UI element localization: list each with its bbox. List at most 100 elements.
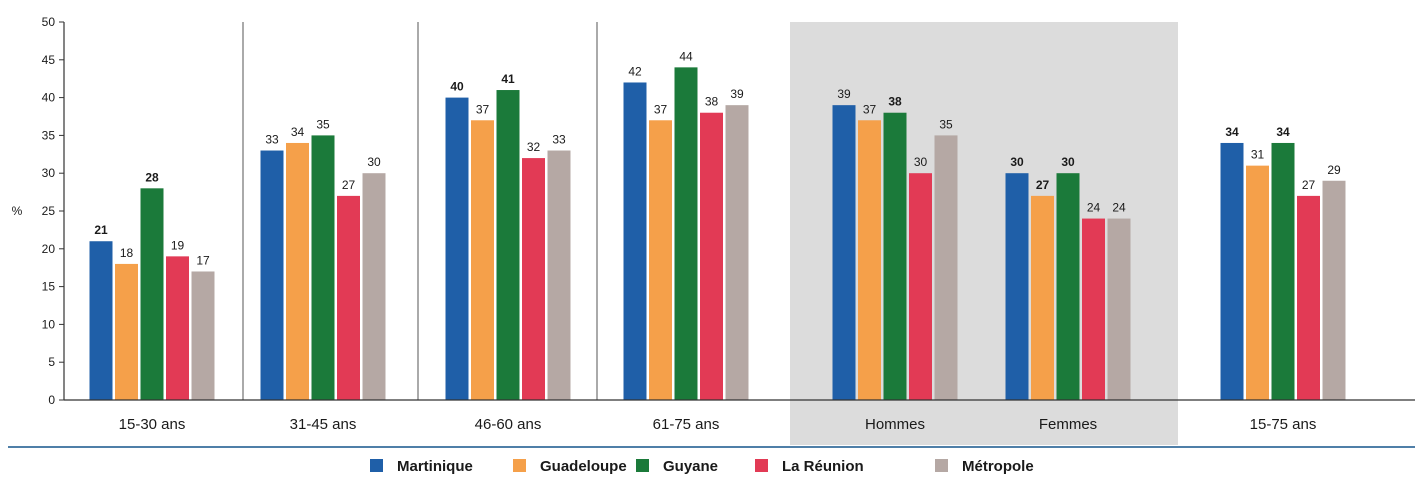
data-label: 41 [501, 72, 515, 86]
y-tick-label: 15 [42, 280, 56, 294]
bar-guyane [1056, 173, 1080, 400]
x-tick-label: 31-45 ans [290, 416, 357, 433]
data-label: 27 [1036, 178, 1050, 192]
legend-swatch [370, 459, 383, 472]
data-label: 33 [552, 133, 566, 147]
data-label: 40 [450, 80, 464, 94]
x-tick-label: 15-75 ans [1250, 416, 1317, 433]
bar-guyane [1271, 142, 1295, 400]
y-tick-label: 5 [48, 355, 55, 369]
bar-guadeloupe [286, 142, 309, 400]
y-tick-label: 45 [42, 53, 56, 67]
bar-m-tropole [934, 135, 958, 400]
x-tick-label: 61-75 ans [653, 416, 720, 433]
bar-la-r-union [700, 112, 723, 400]
y-tick-label: 10 [42, 317, 56, 331]
bar-guadeloupe [1031, 195, 1054, 400]
bar-martinique [260, 150, 284, 400]
data-label: 37 [654, 102, 668, 116]
bar-m-tropole [1322, 180, 1346, 400]
data-label: 30 [1010, 155, 1024, 169]
bar-m-tropole [1107, 218, 1131, 400]
data-label: 24 [1112, 201, 1126, 215]
legend-swatch [513, 459, 526, 472]
y-tick-label: 0 [48, 393, 55, 407]
data-label: 39 [730, 87, 744, 101]
y-tick-label: 30 [42, 166, 56, 180]
bar-la-r-union [522, 158, 545, 400]
bar-guadeloupe [649, 120, 672, 400]
bar-la-r-union [1297, 195, 1320, 400]
data-label: 27 [1302, 178, 1316, 192]
x-tick-label: Hommes [865, 416, 925, 433]
legend-label: Guyane [663, 458, 718, 475]
data-label: 44 [679, 49, 693, 63]
data-label: 30 [367, 155, 381, 169]
data-label: 35 [316, 117, 330, 131]
bar-martinique [623, 82, 647, 400]
group-dividers [242, 22, 598, 400]
bar-m-tropole [547, 150, 571, 400]
bar-guyane [311, 135, 335, 400]
data-label: 38 [705, 95, 719, 109]
bar-la-r-union [909, 173, 932, 400]
legend-label: Martinique [397, 458, 473, 475]
bar-guadeloupe [858, 120, 881, 400]
legend-label: Métropole [962, 458, 1034, 475]
bar-martinique [832, 105, 856, 400]
y-tick-label: 20 [42, 242, 56, 256]
x-axis: 15-30 ans 31-45 ans 46-60 ans 61-75 ans Homm… [64, 399, 1415, 433]
data-label: 27 [342, 178, 356, 192]
legend-swatch [636, 459, 649, 472]
data-label: 34 [1276, 125, 1290, 139]
data-label: 37 [863, 102, 877, 116]
legend-swatch [935, 459, 948, 472]
bar-guyane [496, 90, 520, 400]
bar-guyane [883, 112, 907, 400]
y-tick-label: 40 [42, 91, 56, 105]
bar-guadeloupe [1246, 165, 1269, 400]
bar-guadeloupe [471, 120, 494, 400]
data-label: 34 [1225, 125, 1239, 139]
bar-la-r-union [1082, 218, 1105, 400]
bars: 21 18 28 19 17 33 34 35 27 30 40 37 41 32 33 42 37 44 38 39… [89, 49, 1346, 401]
data-label: 28 [145, 170, 159, 184]
data-label: 32 [527, 140, 541, 154]
bar-martinique [1220, 142, 1244, 400]
y-tick-label: 25 [42, 204, 56, 218]
bar-guyane [140, 188, 164, 400]
bar-la-r-union [166, 256, 189, 400]
x-tick-label: Femmes [1039, 416, 1097, 433]
x-tick-label: 46-60 ans [475, 416, 542, 433]
data-label: 21 [94, 223, 108, 237]
y-tick-label: 50 [42, 15, 56, 29]
bar-martinique [89, 241, 113, 400]
y-axis: 0 5 10 15 20 25 30 35 40 45 50% [12, 15, 65, 407]
data-label: 35 [939, 117, 953, 131]
bar-la-r-union [337, 195, 360, 400]
bar-guadeloupe [115, 263, 138, 400]
bar-m-tropole [191, 271, 215, 400]
legend-label: Guadeloupe [540, 458, 627, 475]
bar-martinique [445, 97, 469, 400]
bar-m-tropole [362, 173, 386, 400]
data-label: 17 [196, 253, 210, 267]
data-label: 24 [1087, 201, 1101, 215]
data-label: 42 [628, 64, 642, 78]
x-tick-label: 15-30 ans [119, 416, 186, 433]
data-label: 33 [265, 133, 279, 147]
bar-m-tropole [725, 105, 749, 400]
data-label: 19 [171, 238, 185, 252]
legend: Martinique Guadeloupe Guyane La Réunion Métr… [370, 458, 1034, 475]
data-label: 18 [120, 246, 134, 260]
data-label: 38 [888, 95, 902, 109]
data-label: 34 [291, 125, 305, 139]
data-label: 31 [1251, 148, 1265, 162]
y-axis-label: % [12, 204, 23, 218]
bar-guyane [674, 67, 698, 401]
legend-label: La Réunion [782, 458, 864, 475]
data-label: 29 [1327, 163, 1341, 177]
y-tick-label: 35 [42, 128, 56, 142]
